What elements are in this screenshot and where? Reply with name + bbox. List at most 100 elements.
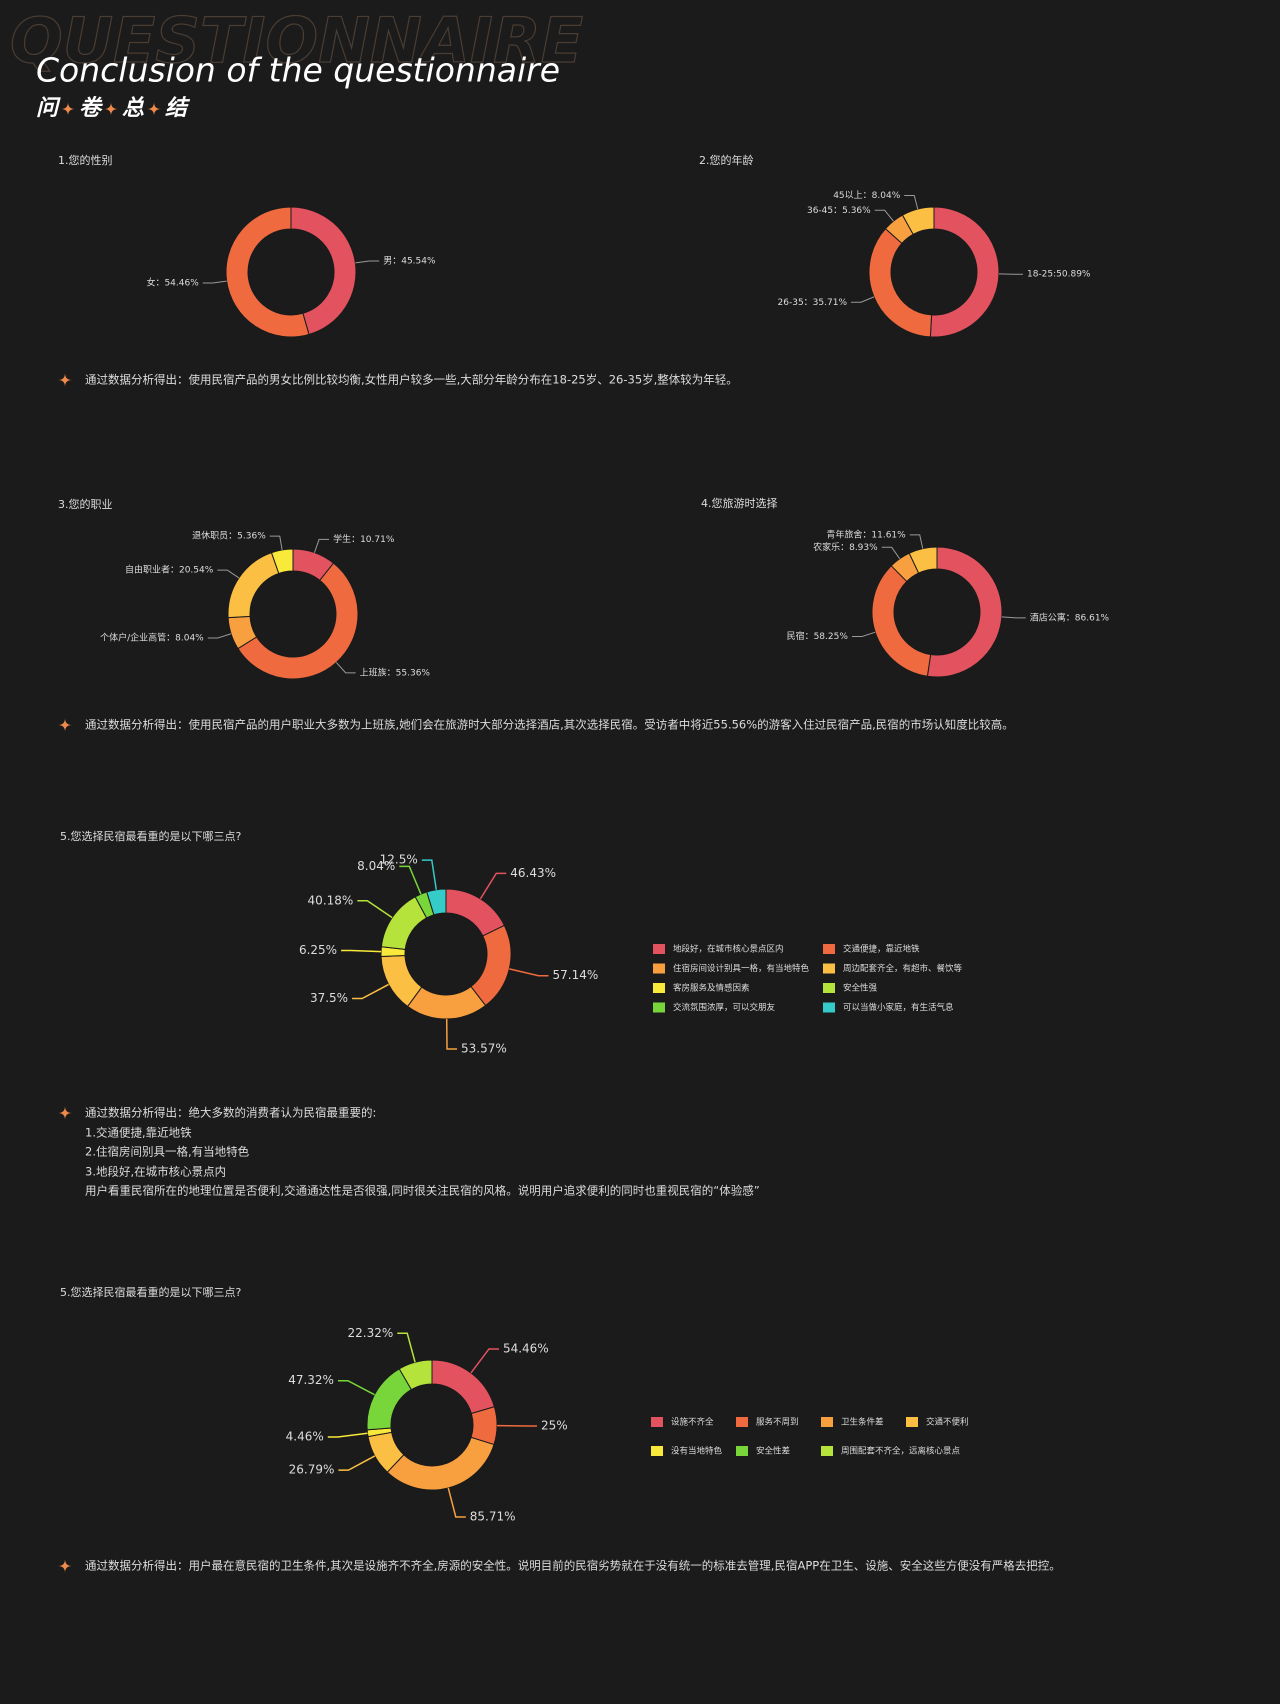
leader-line — [851, 296, 875, 303]
chart-title: 3.您的职业 — [58, 497, 113, 511]
legend-label: 客房服务及情感因素 — [673, 983, 750, 994]
legend-label: 没有当地特色 — [671, 1446, 723, 1457]
value-label: 12.5% — [380, 853, 418, 867]
star-icon — [58, 1106, 72, 1120]
note-text: 用户看重民宿所在的地理位置是否便利,交通通达性是否很强,同时很关注民宿的风格。说… — [85, 1184, 760, 1198]
value-label: 37.5% — [310, 991, 348, 1005]
leader-line — [337, 1379, 375, 1396]
leader-line — [355, 260, 380, 264]
note-text: 通过数据分析得出：绝大多数的消费者认为民宿最重要的: — [85, 1106, 376, 1120]
note-text: 通过数据分析得出：使用民宿产品的用户职业大多数为上班族,她们会在旅游时大部分选择… — [85, 718, 1014, 732]
donut-slice — [426, 888, 447, 916]
leader-line — [399, 865, 422, 895]
value-label: 40.18% — [308, 893, 354, 907]
legend-label: 服务不周到 — [756, 1417, 799, 1428]
leader-line — [909, 534, 924, 549]
subtitle-char: 卷 — [79, 96, 103, 121]
donut-slice — [290, 206, 357, 336]
legend-label: 设施不齐全 — [671, 1417, 714, 1428]
legend-label: 周围配套不齐全，远离核心景点 — [841, 1446, 961, 1457]
leader-line — [327, 1432, 368, 1438]
note-text: 2.住宿房间别具一格,有当地特色 — [85, 1145, 250, 1159]
value-label: 26.79% — [289, 1463, 335, 1477]
legend-swatch — [821, 1417, 833, 1427]
legend-swatch — [823, 1002, 835, 1013]
subtitle-char: 结 — [165, 96, 191, 121]
leader-line — [269, 535, 283, 551]
legend-label: 交流氛围浓厚，可以交朋友 — [673, 1002, 776, 1013]
legend-swatch — [906, 1417, 918, 1427]
star-icon — [61, 102, 75, 116]
star-icon — [58, 1559, 72, 1573]
value-label: 25% — [541, 1418, 568, 1432]
donut-slice — [901, 206, 935, 236]
leader-line — [509, 968, 549, 977]
legend-swatch — [736, 1417, 748, 1427]
legend-swatch — [653, 963, 665, 974]
value-label: 酒店公寓：86.61% — [1030, 611, 1110, 623]
legend-label: 交通便捷，靠近地铁 — [843, 944, 920, 955]
star-icon — [104, 102, 118, 116]
leader-line — [217, 569, 240, 579]
leader-line — [881, 546, 901, 560]
value-label: 18-25:50.89% — [1027, 270, 1091, 280]
value-label: 22.32% — [347, 1326, 393, 1340]
value-label: 54.46% — [503, 1341, 549, 1355]
value-label: 民宿：58.25% — [787, 630, 849, 642]
value-label: 6.25% — [299, 943, 337, 957]
donut-slice — [929, 206, 1000, 338]
value-label: 46.43% — [510, 866, 556, 880]
note-text: 1.交通便捷,靠近地铁 — [85, 1126, 192, 1140]
leader-line — [341, 949, 382, 953]
legend-swatch — [653, 983, 665, 993]
note-text: 通过数据分析得出：使用民宿产品的男女比例比较均衡,女性用户较多一些,大部分年龄分… — [85, 373, 738, 387]
leader-line — [479, 872, 507, 900]
donut-slice — [270, 548, 294, 575]
value-label: 36-45：5.36% — [807, 206, 871, 216]
value-label: 学生：10.71% — [333, 533, 395, 545]
value-label: 退休职员：5.36% — [192, 530, 266, 542]
value-label: 26-35：35.71% — [778, 298, 848, 308]
value-label: 53.57% — [461, 1041, 507, 1055]
legend-label: 地段好，在城市核心景点区内 — [673, 944, 784, 955]
leader-line — [352, 983, 389, 1000]
donut-slice — [225, 206, 310, 338]
leader-line — [470, 1348, 499, 1374]
leader-line — [397, 1332, 416, 1363]
subtitle-char: 总 — [122, 96, 145, 121]
leader-line — [313, 538, 330, 553]
note-text: 通过数据分析得出：用户最在意民宿的卫生条件,其次是设施齐不齐全,房源的安全性。说… — [85, 1559, 1061, 1573]
leader-line — [357, 900, 393, 919]
leader-line — [851, 631, 876, 638]
note-text: 3.地段好,在城市核心景点内 — [85, 1165, 226, 1179]
leader-line — [904, 195, 919, 210]
legend-label: 可以当做小家庭，有生活气息 — [843, 1002, 954, 1013]
value-label: 45以上：8.04% — [833, 190, 900, 201]
chart-title: 2.您的年龄 — [699, 153, 754, 167]
leader-line — [335, 662, 356, 674]
value-label: 57.14% — [552, 968, 598, 982]
chart-title: 5.您选择民宿最看重的是以下哪三点? — [60, 829, 241, 843]
value-label: 男：45.54% — [383, 255, 436, 266]
legend-swatch — [651, 1446, 663, 1456]
star-icon — [147, 102, 161, 116]
page-title: Conclusion of the questionnaire — [36, 51, 560, 90]
legend-swatch — [823, 963, 835, 974]
legend-label: 住宿房间设计别具一格，有当地特色 — [673, 963, 810, 974]
legend-label: 卫生条件差 — [841, 1417, 884, 1428]
value-label: 青年旅舍：11.61% — [826, 528, 906, 540]
legend-swatch — [653, 1002, 665, 1013]
legend-label: 周边配套齐全，有超市、餐饮等 — [843, 963, 963, 974]
value-label: 85.71% — [470, 1509, 516, 1523]
leader-line — [447, 1487, 466, 1518]
legend-swatch — [821, 1446, 833, 1456]
value-label: 农家乐：8.93% — [813, 541, 878, 553]
leader-line — [445, 1018, 458, 1050]
value-label: 8.04% — [357, 859, 395, 873]
donut-slice — [926, 546, 1003, 678]
legend-swatch — [651, 1417, 663, 1427]
subtitle-char: 问 — [36, 96, 61, 121]
legend-label: 安全性差 — [756, 1446, 790, 1457]
